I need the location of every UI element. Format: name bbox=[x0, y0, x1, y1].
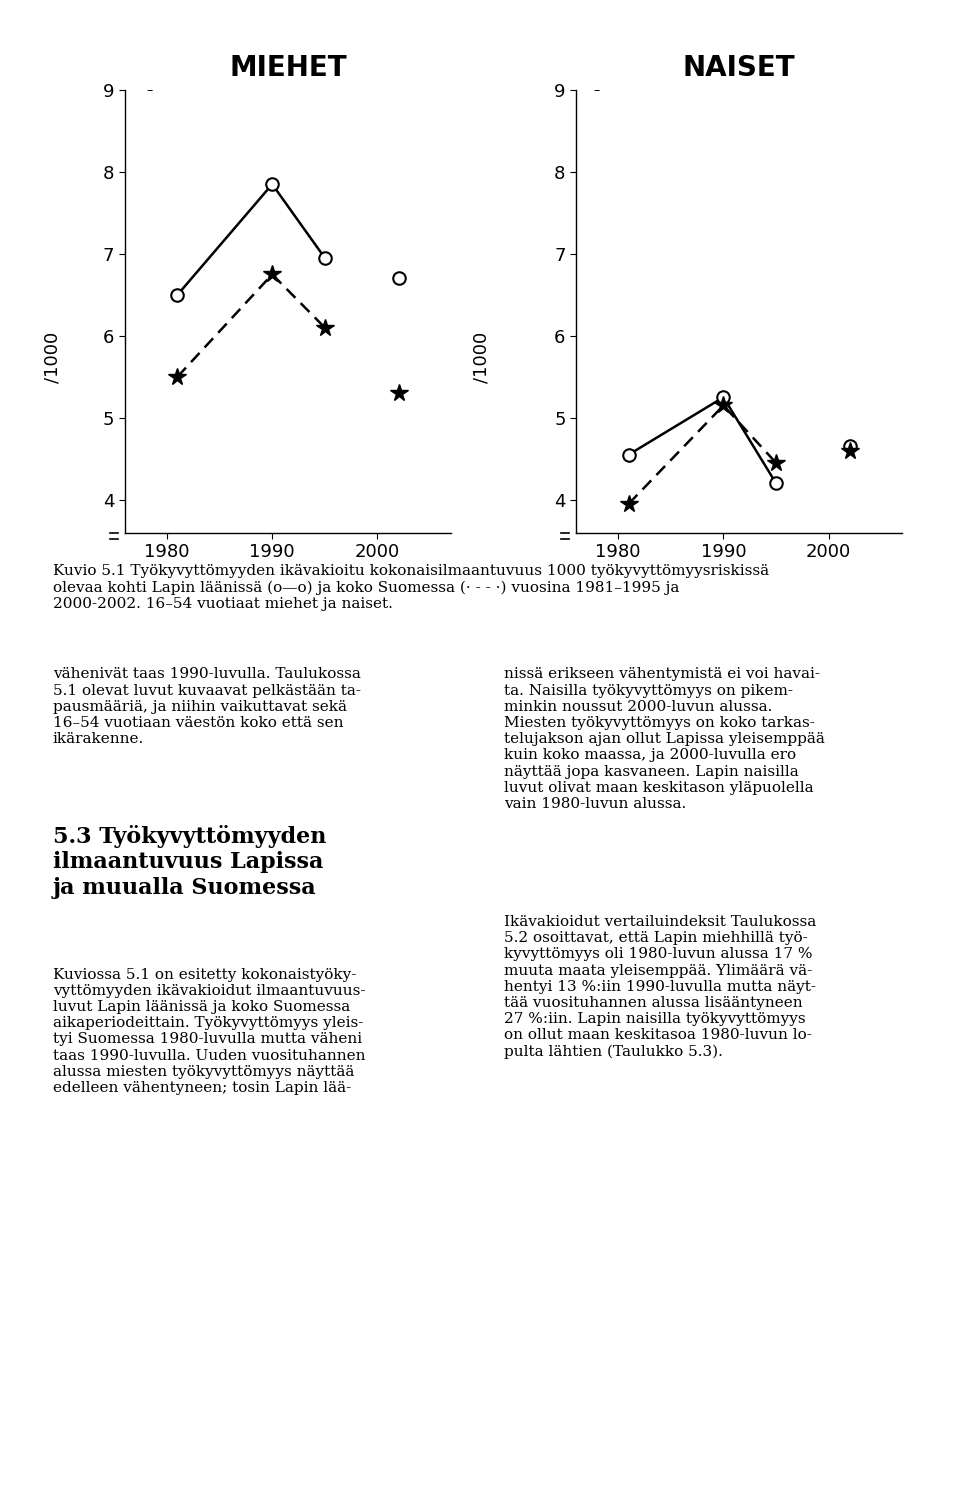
Text: –: – bbox=[147, 84, 154, 98]
Text: Kuvio 5.1 Työkyvyttömyyden ikävakioitu kokonaisilmaantuvuus 1000 työkyvyttömyysr: Kuvio 5.1 Työkyvyttömyyden ikävakioitu k… bbox=[53, 564, 769, 610]
Title: MIEHET: MIEHET bbox=[229, 54, 347, 82]
Text: /1000: /1000 bbox=[473, 332, 491, 382]
Text: Kuviossa 5.1 on esitetty kokonaistyöky-
vyttömyyden ikävakioidut ilmaantuvuus-
l: Kuviossa 5.1 on esitetty kokonaistyöky- … bbox=[53, 968, 366, 1095]
Text: –: – bbox=[593, 84, 600, 98]
Text: /1000: /1000 bbox=[44, 332, 61, 382]
Title: NAISET: NAISET bbox=[683, 54, 796, 82]
Text: 5.3 Työkyvyttömyyden
ilmaantuvuus Lapissa
ja muualla Suomessa: 5.3 Työkyvyttömyyden ilmaantuvuus Lapiss… bbox=[53, 825, 326, 898]
Text: nissä erikseen vähentymistä ei voi havai-
ta. Naisilla työkyvyttömyys on pikem-
: nissä erikseen vähentymistä ei voi havai… bbox=[504, 668, 825, 812]
Text: vähenivät taas 1990-luvulla. Taulukossa
5.1 olevat luvut kuvaavat pelkästään ta-: vähenivät taas 1990-luvulla. Taulukossa … bbox=[53, 668, 361, 747]
Text: Ikävakioidut vertailuindeksit Taulukossa
5.2 osoittavat, että Lapin miehhillä ty: Ikävakioidut vertailuindeksit Taulukossa… bbox=[504, 915, 816, 1059]
